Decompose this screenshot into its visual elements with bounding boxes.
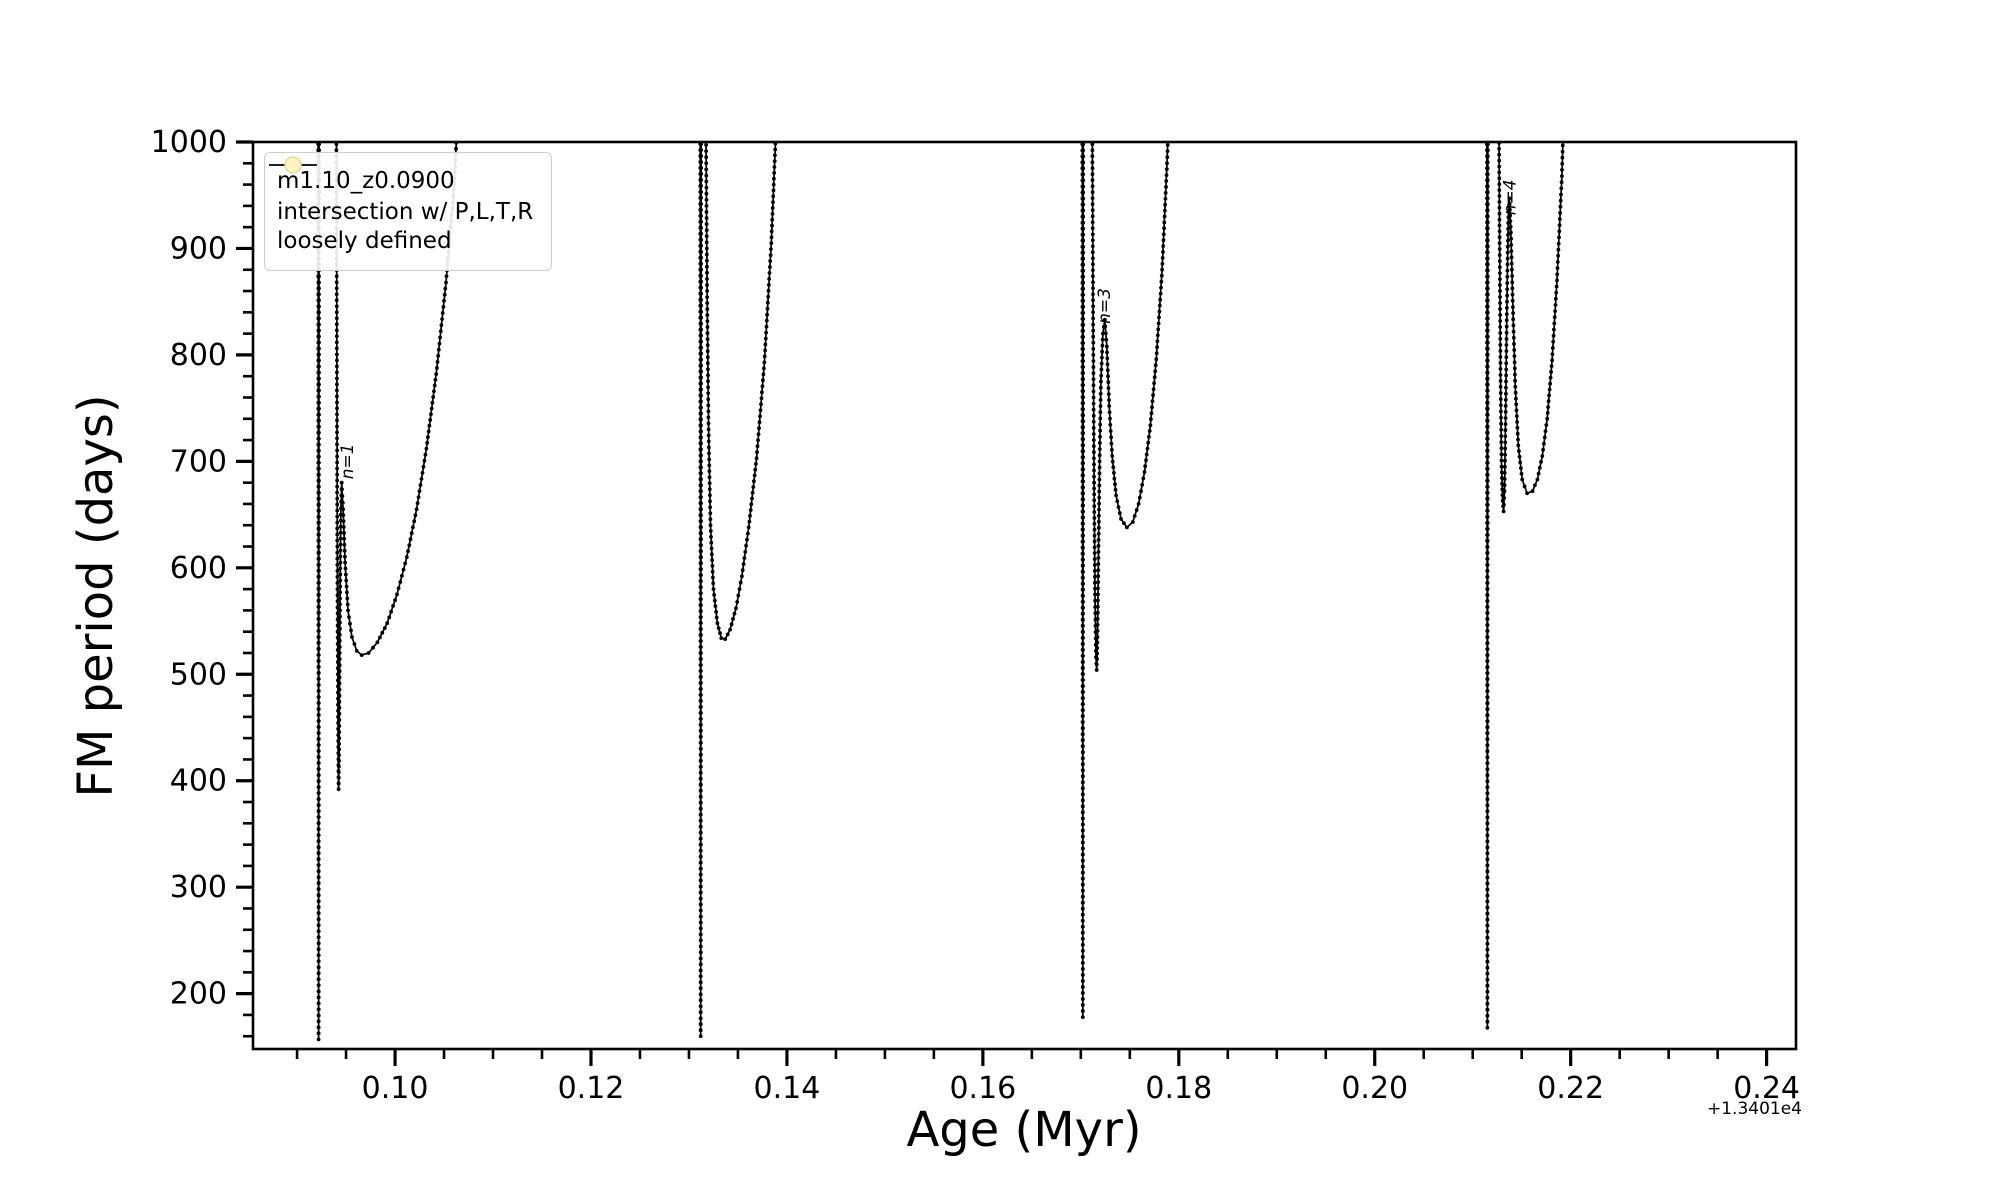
series-markers (316, 142, 1565, 1042)
svg-text:800: 800 (170, 338, 227, 373)
svg-text:0.20: 0.20 (1341, 1071, 1408, 1106)
svg-text:0.18: 0.18 (1145, 1071, 1212, 1106)
svg-text:0.22: 0.22 (1537, 1071, 1604, 1106)
legend-label-intersection-line2: loosely defined (277, 228, 452, 254)
legend-entry-intersection: intersection w/ P,L,T,R loosely defined (277, 156, 533, 256)
svg-text:600: 600 (170, 551, 227, 586)
svg-text:300: 300 (170, 870, 227, 905)
series-group (316, 142, 1565, 1042)
axis-ticks (236, 140, 1769, 1066)
svg-text:0.16: 0.16 (949, 1071, 1016, 1106)
y-axis-label: FM period (days) (68, 394, 124, 798)
legend-label-series: m1.10_z0.0900 (277, 168, 455, 194)
circle-marker-sample-icon (284, 156, 302, 174)
svg-text:0.24: 0.24 (1733, 1071, 1800, 1106)
annotation-n-4: n=4 (1500, 179, 1520, 215)
svg-text:0.10: 0.10 (362, 1071, 429, 1106)
plot-border (251, 140, 1798, 1051)
svg-text:200: 200 (170, 977, 227, 1012)
legend: m1.10_z0.0900 intersection w/ P,L,T,R lo… (264, 152, 553, 271)
tick-labels: 0.10 0.12 0.14 0.16 0.18 0.20 0.22 0.24 200 300 40… (151, 125, 1800, 1106)
annotation-n-1: n=1 (338, 443, 358, 479)
svg-text:0.12: 0.12 (558, 1071, 625, 1106)
svg-text:1000: 1000 (151, 125, 227, 160)
legend-label-intersection-line1: intersection w/ P,L,T,R (277, 199, 534, 225)
svg-text:0.14: 0.14 (754, 1071, 821, 1106)
legend-label-intersection: intersection w/ P,L,T,R loosely defined (277, 198, 533, 256)
svg-text:500: 500 (170, 657, 227, 692)
x-axis-label: Age (Myr) (906, 1102, 1142, 1158)
x-axis-offset-text: +1.3401e4 (1707, 1099, 1802, 1119)
annotation-n-3: n=3 (1095, 288, 1115, 324)
svg-text:700: 700 (170, 444, 227, 479)
svg-text:400: 400 (170, 764, 227, 799)
svg-text:900: 900 (170, 231, 227, 266)
